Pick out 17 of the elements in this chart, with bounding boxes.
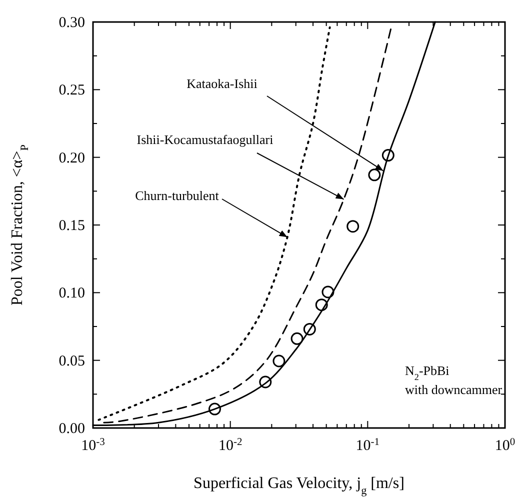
annotation: Kataoka-Ishii	[186, 76, 258, 91]
annotation: with downcammer	[405, 382, 503, 397]
x-axis-title: Superficial Gas Velocity, j$_{g}$ [m/s]	[194, 475, 404, 497]
x-tick-label: 10$^{-3}$	[81, 436, 105, 454]
y-tick-label: 0.25	[58, 82, 85, 99]
x-tick-label: 10$^{0}$	[494, 436, 516, 454]
y-tick-label: 0.20	[58, 150, 85, 166]
annotation: N$_{2}$-PbBi	[405, 363, 450, 382]
y-tick-label: 0.10	[58, 286, 85, 302]
y-tick-label: 0.30	[58, 15, 85, 31]
y-tick-label: 0.05	[58, 353, 85, 370]
y-tick-label: 0.15	[58, 218, 85, 234]
x-tick-label: 10$^{-1}$	[356, 436, 380, 454]
x-tick-label: 10$^{-2}$	[218, 436, 242, 454]
annotation: Churn-turbulent	[135, 188, 220, 203]
y-tick-label: 0.00	[58, 421, 85, 437]
annotation: Ishii-Kocamustafaogullari	[136, 132, 274, 147]
